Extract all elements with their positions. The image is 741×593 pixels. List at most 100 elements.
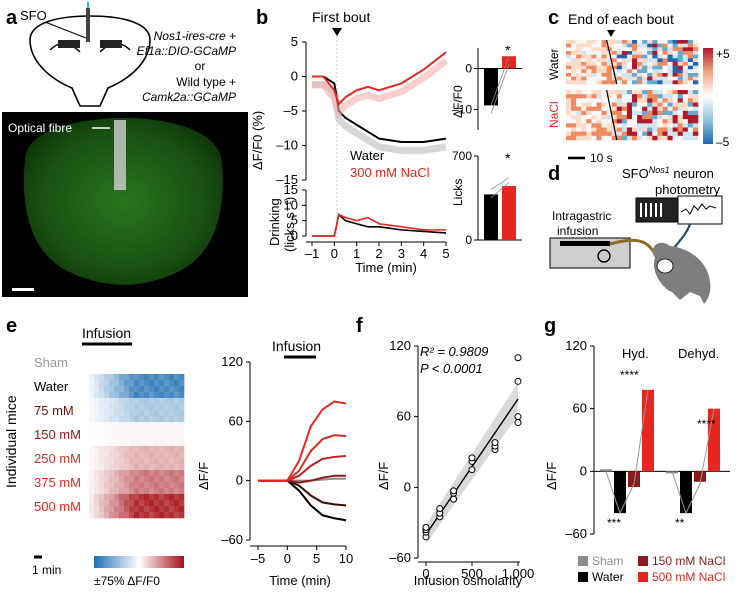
- c-heat-cell: [576, 106, 582, 112]
- e-heat-cell: [159, 476, 165, 483]
- e-ytick-label: –60: [221, 532, 243, 547]
- c-heat-cell: [566, 94, 572, 99]
- e-heat-cell: [74, 404, 80, 411]
- e-heat-cell: [49, 470, 55, 477]
- e-heat-cell: [49, 416, 55, 423]
- e-heat-cell: [144, 446, 150, 453]
- e-heat-cell: [144, 398, 150, 405]
- c-heat-cell: [621, 69, 628, 74]
- e-heat-cell: [114, 374, 120, 381]
- e-heat-cell: [119, 446, 125, 453]
- c-heat-cell: [687, 43, 694, 48]
- e-ylabel-2: ΔF/F: [196, 462, 211, 490]
- e-heat-cell: [39, 392, 45, 399]
- c-heat-cell: [632, 110, 638, 116]
- c-heat-cell: [591, 62, 597, 66]
- c-heat-cell: [632, 98, 638, 103]
- e-heat-cell: [39, 464, 45, 471]
- c-heat-cell: [586, 123, 592, 128]
- c-heat-cell: [576, 119, 582, 124]
- c-heat-cell: [672, 98, 678, 103]
- c-heat-cell: [637, 115, 643, 120]
- e-heat-cell: [164, 410, 170, 417]
- c-heat-cell: [571, 51, 577, 55]
- e-heat-cell: [169, 494, 175, 501]
- e-heat-cell: [174, 476, 180, 483]
- e-heat-cell: [179, 404, 185, 411]
- e-heat-cell: [99, 356, 105, 363]
- e-heat-cell: [64, 398, 70, 405]
- c-heat-cell: [586, 110, 592, 116]
- c-heat-cell: [581, 43, 587, 48]
- c-heat-cell: [687, 40, 694, 44]
- e-heat-cell: [104, 410, 110, 417]
- e-heat-cell: [179, 350, 185, 357]
- c-heat-cell: [611, 58, 618, 63]
- c-heat-cell: [642, 98, 648, 103]
- c-heat-cell: [632, 131, 638, 137]
- c-heat-cell: [611, 135, 618, 141]
- c-heat-cell: [637, 65, 643, 70]
- c-heat-cell: [611, 65, 618, 70]
- e-heat-cell: [84, 386, 90, 393]
- e-heat-cell: [149, 386, 155, 393]
- e-heat-cell: [84, 458, 90, 465]
- e-heat-cell: [109, 458, 115, 465]
- c-heat-cell: [687, 51, 694, 55]
- c-heat-cell: [621, 94, 628, 99]
- e-heat-cell: [79, 392, 85, 399]
- c-heat-cell: [632, 94, 638, 99]
- e-heat-cell: [134, 350, 140, 357]
- e-heat-cell: [69, 368, 75, 375]
- e-heat-cell: [154, 374, 160, 381]
- e-heat-cell: [144, 368, 150, 375]
- c-heat-cell: [576, 65, 582, 70]
- c-heat-cell: [652, 54, 658, 59]
- e-heat-cell: [129, 494, 135, 501]
- c-heat-cell: [632, 62, 638, 66]
- c-heat-cell: [652, 43, 658, 48]
- e-heat-cell: [164, 422, 170, 429]
- e-heat-cell: [119, 350, 125, 357]
- e-heat-cell: [149, 410, 155, 417]
- e-heat-cell: [44, 434, 50, 441]
- e-heat-cell: [114, 404, 120, 411]
- e-heat-cell: [59, 452, 65, 459]
- e-heat-cell: [134, 368, 140, 375]
- e-heat-cell: [94, 350, 100, 357]
- c-heat-cell: [606, 94, 612, 99]
- e-heat-cell: [149, 506, 155, 513]
- e-heat-cell: [174, 440, 180, 447]
- c-heat-cell: [616, 80, 623, 85]
- e-heat-cell: [74, 428, 80, 435]
- e-heat-cell: [139, 416, 145, 423]
- e-heat-cell: [69, 476, 75, 483]
- e-heat-cell: [149, 374, 155, 381]
- e-heat-cell: [119, 488, 125, 495]
- e-heat-cell: [44, 458, 50, 465]
- c-heat-cell: [566, 102, 572, 107]
- c-heat-cell: [677, 123, 684, 128]
- c-heat-cell: [601, 62, 607, 66]
- e-heat-cell: [129, 350, 135, 357]
- c-heat-cell: [672, 110, 678, 116]
- e-heat-cell: [144, 428, 150, 435]
- e-heat-cell: [64, 494, 70, 501]
- c-heat-cell: [642, 69, 648, 74]
- c-heat-cell: [642, 123, 648, 128]
- e-heat-cell: [114, 512, 120, 519]
- g-sig-hyd-water: ***: [607, 516, 621, 530]
- e-heat-cell: [139, 374, 145, 381]
- e-heat-cell: [84, 350, 90, 357]
- e-heat-cell: [34, 446, 40, 453]
- panel-f-label: f: [356, 315, 363, 337]
- e-heat-cell: [84, 398, 90, 405]
- c-heat-cell: [647, 73, 653, 77]
- e-heat-cell: [159, 434, 165, 441]
- c-heat-cell: [632, 102, 638, 107]
- e-heat-cell: [69, 422, 75, 429]
- e-heat-cell: [84, 356, 90, 363]
- c-heat-cell: [571, 65, 577, 70]
- c-heat-cell: [687, 98, 694, 103]
- e-heat-cell: [34, 428, 40, 435]
